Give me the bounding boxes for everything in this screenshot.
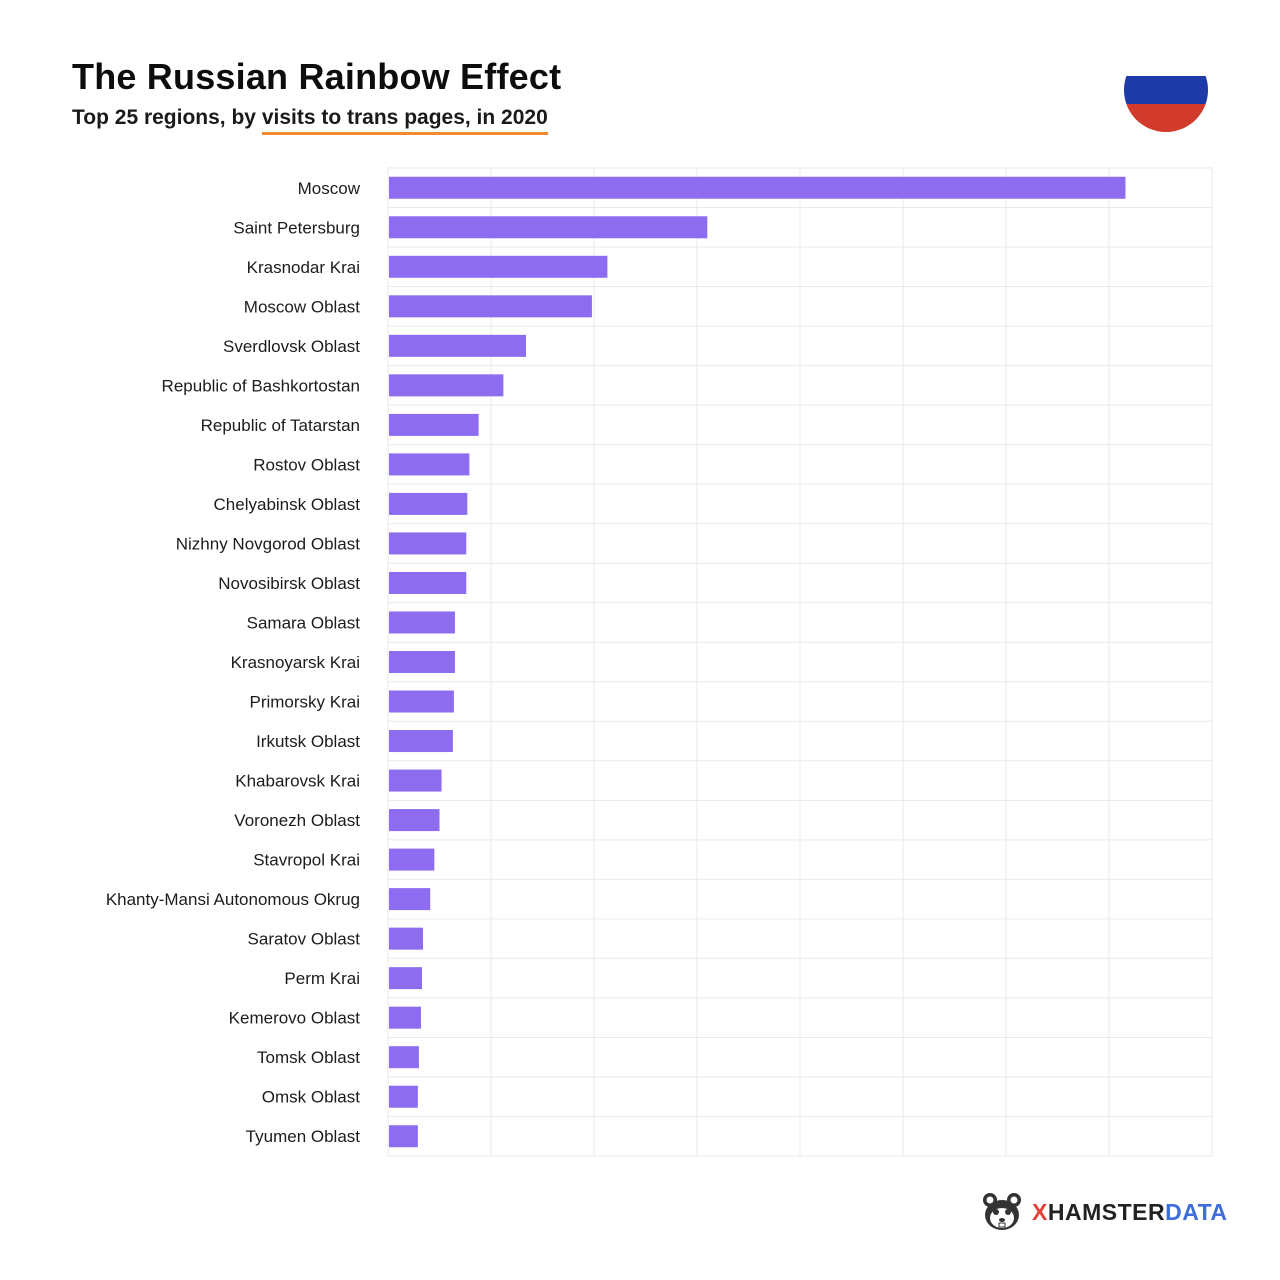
category-label: Kemerovo Oblast (229, 1009, 361, 1028)
bar[interactable] (389, 967, 422, 990)
bar[interactable] (389, 492, 468, 515)
category-label: Moscow Oblast (244, 297, 360, 316)
category-label: Tyumen Oblast (246, 1127, 361, 1146)
bar[interactable] (389, 374, 504, 397)
bar[interactable] (389, 216, 708, 239)
bar[interactable] (389, 1046, 419, 1069)
bar[interactable] (389, 769, 442, 792)
bar-chart: Moscow Saint Petersburg Krasnodar Krai Mosc… (106, 167, 1213, 1157)
category-label: Tomsk Oblast (257, 1048, 360, 1067)
category-label: Saint Petersburg (233, 218, 360, 237)
chart-subtitle: Top 25 regions, by visits to trans pages… (72, 106, 548, 135)
bar[interactable] (389, 611, 455, 634)
category-label: Stavropol Krai (253, 851, 360, 870)
category-label: Republic of Bashkortostan (162, 376, 360, 395)
bar[interactable] (389, 295, 592, 318)
category-label: Sverdlovsk Oblast (223, 337, 360, 356)
brand-wordmark: XHAMSTERDATA (1032, 1199, 1228, 1226)
bar[interactable] (389, 730, 453, 753)
category-label: Rostov Oblast (253, 455, 360, 474)
hamster-icon (983, 1193, 1021, 1230)
bar[interactable] (389, 571, 467, 594)
bar[interactable] (389, 1085, 418, 1108)
bar[interactable] (389, 255, 608, 278)
subtitle-highlight: visits to trans pages, in 2020 (261, 106, 548, 135)
bar[interactable] (389, 848, 435, 871)
category-label: Perm Krai (284, 969, 360, 988)
category-label: Khabarovsk Krai (235, 772, 360, 791)
subtitle-text: Top 25 regions, by (72, 106, 262, 129)
category-label: Novosibirsk Oblast (218, 574, 360, 593)
category-label: Irkutsk Oblast (256, 732, 360, 751)
category-label: Primorsky Krai (249, 693, 360, 712)
brand-data: DATA (1165, 1198, 1228, 1225)
category-label: Krasnodar Krai (247, 258, 360, 277)
brand-hamster: HAMSTER (1047, 1198, 1166, 1225)
bar[interactable] (389, 1006, 421, 1029)
category-label: Samara Oblast (247, 613, 361, 632)
bar[interactable] (389, 176, 1126, 199)
category-label: Krasnoyarsk Krai (231, 653, 360, 672)
category-label: Voronezh Oblast (234, 811, 360, 830)
brand-x: X (1032, 1198, 1048, 1225)
bar[interactable] (389, 651, 455, 673)
category-label: Nizhny Novgorod Oblast (176, 534, 361, 553)
category-label: Omsk Oblast (262, 1088, 361, 1107)
category-label: Republic of Tatarstan (201, 416, 360, 435)
bar[interactable] (389, 888, 431, 911)
brand-logo[interactable]: XHAMSTERDATA (980, 1190, 1228, 1234)
bar[interactable] (389, 532, 467, 555)
chart-title: The Russian Rainbow Effect (72, 56, 562, 97)
bar[interactable] (389, 413, 479, 436)
category-label: Moscow (298, 179, 361, 198)
category-label: Khanty-Mansi Autonomous Okrug (106, 890, 360, 909)
bar[interactable] (389, 927, 424, 950)
flag-blue-stripe (1124, 76, 1208, 104)
bar[interactable] (389, 690, 454, 713)
bar[interactable] (389, 453, 470, 476)
bar[interactable] (389, 334, 527, 357)
category-label: Saratov Oblast (248, 930, 361, 949)
bar[interactable] (389, 1125, 418, 1148)
category-label: Chelyabinsk Oblast (214, 495, 361, 514)
bar[interactable] (389, 809, 440, 832)
